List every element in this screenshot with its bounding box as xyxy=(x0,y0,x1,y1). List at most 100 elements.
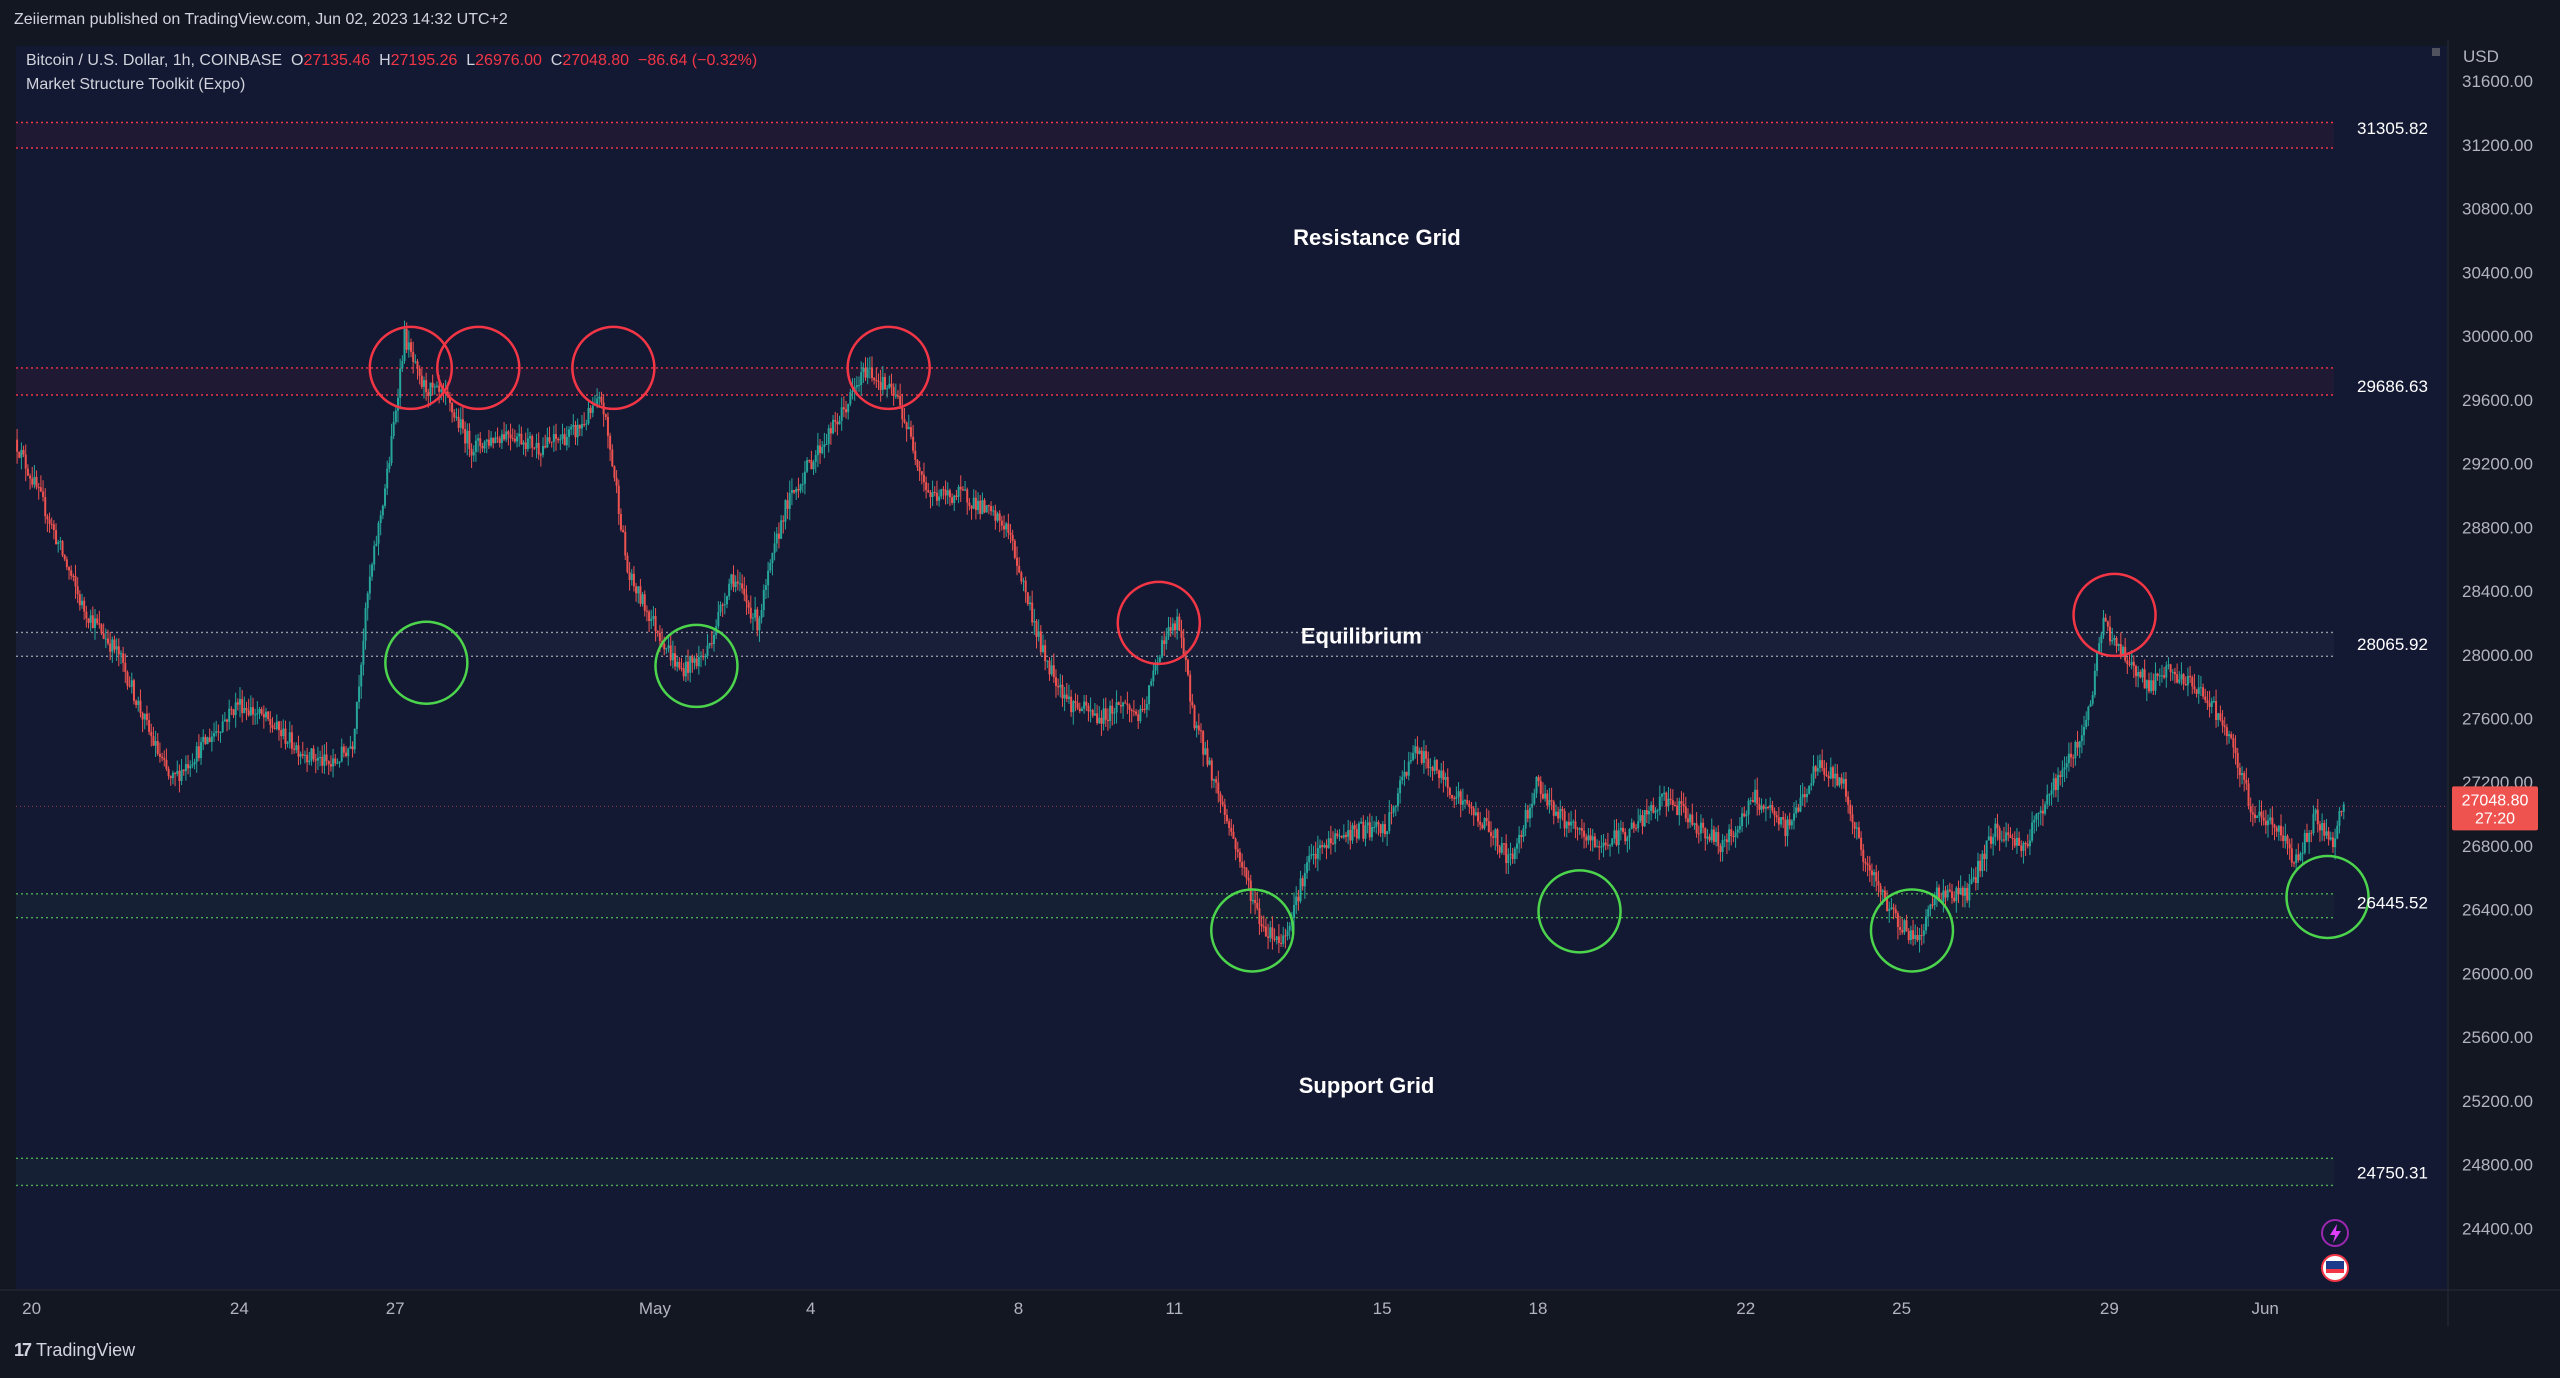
candle-body-269 xyxy=(598,396,601,399)
candle-body-1016 xyxy=(2215,701,2218,721)
candle-body-187 xyxy=(420,375,423,387)
candle-body-914 xyxy=(1994,823,1997,838)
candle-body-675 xyxy=(1477,812,1480,822)
candle-body-861 xyxy=(1879,885,1882,893)
candle-body-960 xyxy=(2093,670,2096,695)
candle-body-464 xyxy=(1020,572,1023,582)
candle-body-377 xyxy=(832,419,835,434)
candle-body-70 xyxy=(167,768,170,777)
candle-body-504 xyxy=(1106,719,1109,722)
candle-body-1044 xyxy=(2275,827,2278,832)
candle-body-723 xyxy=(1580,828,1583,831)
lightning-icon[interactable] xyxy=(2321,1219,2349,1247)
flag-icon-stripe xyxy=(2326,1269,2344,1273)
candle-body-871 xyxy=(1901,929,1904,933)
candle-body-65 xyxy=(156,741,159,754)
candle-body-796 xyxy=(1738,825,1741,830)
candle-body-462 xyxy=(1016,557,1019,566)
candle-body-289 xyxy=(641,594,644,604)
candle-body-299 xyxy=(663,643,666,650)
candle-body-25 xyxy=(70,570,73,576)
candle-body-302 xyxy=(669,645,672,661)
candle-body-1036 xyxy=(2258,811,2261,816)
last-price-tag[interactable] xyxy=(2452,786,2538,831)
x-tick-label-9: 22 xyxy=(1736,1299,1755,1318)
candle-body-876 xyxy=(1912,930,1915,940)
candle-body-634 xyxy=(1388,812,1391,832)
candle-body-728 xyxy=(1591,836,1594,841)
candle-body-9 xyxy=(35,476,38,488)
candle-body-379 xyxy=(836,421,839,425)
candle-body-324 xyxy=(717,612,720,627)
candle-body-152 xyxy=(345,752,348,757)
candle-body-790 xyxy=(1725,839,1728,843)
candle-body-733 xyxy=(1602,842,1605,847)
candle-body-1075 xyxy=(2342,804,2345,812)
tradingview-logo-icon: 17 xyxy=(14,1340,32,1360)
indicator-name[interactable]: Market Structure Toolkit (Expo) xyxy=(26,76,246,93)
candle-body-117 xyxy=(269,719,272,725)
candle-body-597 xyxy=(1308,855,1311,863)
candle-body-697 xyxy=(1524,809,1527,829)
candle-body-829 xyxy=(1810,783,1813,786)
candle-body-559 xyxy=(1225,814,1228,822)
candle-body-403 xyxy=(888,383,891,389)
candle-body-666 xyxy=(1457,791,1460,797)
y-tick-label-16: 30800.00 xyxy=(2462,200,2533,219)
candle-body-453 xyxy=(996,513,999,521)
candle-body-460 xyxy=(1011,535,1014,541)
candle-body-714 xyxy=(1561,808,1564,812)
symbol-name[interactable]: Bitcoin / U.S. Dollar, 1h, COINBASE xyxy=(26,52,283,69)
tradingview-logo[interactable]: 17 TradingView xyxy=(14,1340,135,1361)
candle-body-28 xyxy=(76,586,79,595)
candle-body-410 xyxy=(903,419,906,423)
candle-body-413 xyxy=(909,427,912,437)
candle-body-32 xyxy=(85,611,88,619)
candle-body-175 xyxy=(394,410,397,422)
candle-body-831 xyxy=(1814,766,1817,772)
candle-body-375 xyxy=(827,428,830,444)
swing-high-circle-5 xyxy=(2072,572,2157,658)
candle-body-1005 xyxy=(2191,677,2194,687)
candle-body-336 xyxy=(743,588,746,595)
candle-body-420 xyxy=(925,482,928,490)
candle-body-316 xyxy=(700,656,703,658)
candle-body-741 xyxy=(1619,827,1622,831)
candle-body-549 xyxy=(1204,748,1207,755)
candle-body-591 xyxy=(1295,896,1298,906)
candle-body-875 xyxy=(1909,930,1912,941)
candle-body-776 xyxy=(1695,823,1698,834)
candle-body-34 xyxy=(89,615,92,623)
candle-body-669 xyxy=(1464,800,1467,802)
candle-body-1021 xyxy=(2225,727,2228,737)
candle-body-942 xyxy=(2054,778,2057,790)
candle-body-1051 xyxy=(2290,848,2293,863)
candle-body-157 xyxy=(355,702,358,729)
plot-background[interactable] xyxy=(16,46,2447,1289)
candle-body-100 xyxy=(232,709,235,716)
candle-body-805 xyxy=(1758,804,1761,810)
candle-body-963 xyxy=(2100,635,2103,644)
candle-body-534 xyxy=(1171,623,1174,631)
candle-body-701 xyxy=(1533,793,1536,804)
candle-body-503 xyxy=(1104,708,1107,720)
chart-area[interactable]: Resistance Grid Equilibrium Support Grid 31… xyxy=(0,40,2560,1326)
price-chart[interactable]: Resistance Grid Equilibrium Support Grid 31… xyxy=(0,40,2560,1326)
published-header: Zeiierman published on TradingView.com, … xyxy=(0,0,2560,40)
swing-high-circle-1 xyxy=(436,325,521,411)
candle-body-138 xyxy=(314,759,317,761)
candle-body-115 xyxy=(264,711,267,718)
candle-body-304 xyxy=(674,653,677,667)
scale-settings-icon[interactable] xyxy=(2432,48,2440,56)
candle-body-113 xyxy=(260,709,263,714)
candle-body-46 xyxy=(115,646,118,650)
candle-body-586 xyxy=(1284,935,1287,937)
candle-body-432 xyxy=(951,497,954,503)
candle-body-380 xyxy=(838,420,841,425)
candle-body-164 xyxy=(371,564,374,577)
candle-body-903 xyxy=(1970,879,1973,884)
candle-body-268 xyxy=(596,398,599,405)
candle-body-698 xyxy=(1526,809,1529,819)
candle-body-528 xyxy=(1158,657,1161,663)
candle-body-1054 xyxy=(2297,854,2300,861)
